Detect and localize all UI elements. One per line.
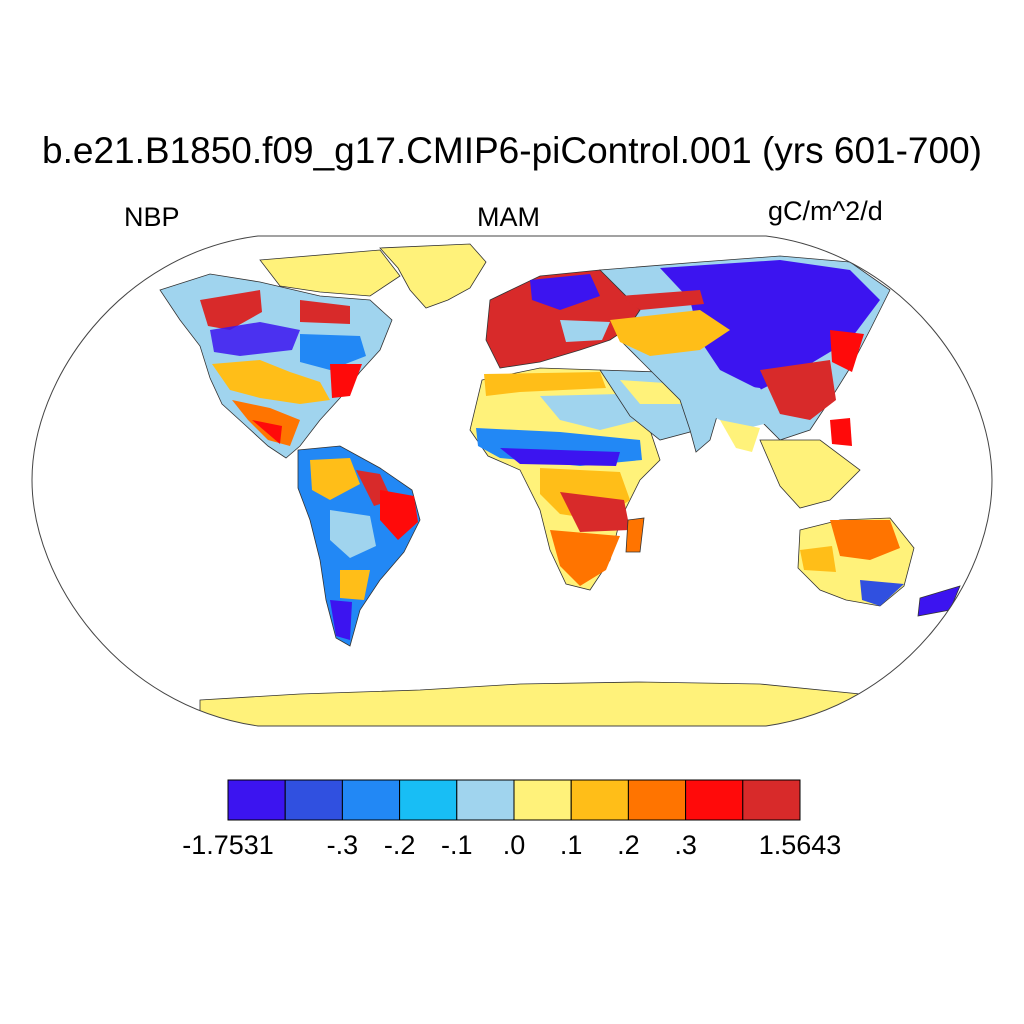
colorbar-swatch xyxy=(685,779,744,821)
colorbar-label: -.2 xyxy=(383,830,416,860)
colorbar-labels: -1.7531 -.3 -.2 -.1 .0 .1 .2 .3 1.5643 xyxy=(0,830,1024,870)
colorbar-label: -1.7531 xyxy=(182,830,274,860)
colorbar-swatch xyxy=(341,779,401,821)
colorbar-swatch xyxy=(627,779,687,821)
colorbar-label: .2 xyxy=(617,830,640,860)
colorbar-swatch xyxy=(456,779,515,821)
colorbar-swatch xyxy=(742,779,801,821)
colorbar-label: .0 xyxy=(502,830,526,860)
colorbar-label: .1 xyxy=(559,830,583,860)
colorbar xyxy=(227,779,801,821)
colorbar-swatch xyxy=(570,779,629,821)
colorbar-label: .3 xyxy=(674,830,697,860)
season-label: MAM xyxy=(477,202,540,232)
greenland-region xyxy=(379,243,487,309)
variable-label: NBP xyxy=(124,202,180,232)
colorbar-swatch xyxy=(513,779,572,821)
units-label: gC/m^2/d xyxy=(768,196,883,226)
europe-region xyxy=(485,269,641,369)
antarctica-region xyxy=(199,681,861,726)
map-title: b.e21.B1850.f09_g17.CMIP6-piControl.001 … xyxy=(42,130,982,171)
land-regions xyxy=(159,243,961,726)
arctic-islands-region xyxy=(259,249,401,297)
colorbar-swatch xyxy=(227,779,286,821)
colorbar-label: -.3 xyxy=(326,830,359,860)
colorbar-label: 1.5643 xyxy=(758,830,842,860)
colorbar-swatch xyxy=(399,779,458,821)
colorbar-swatch xyxy=(284,779,343,821)
map-outline xyxy=(31,235,993,727)
colorbar-label: -.1 xyxy=(441,830,473,860)
